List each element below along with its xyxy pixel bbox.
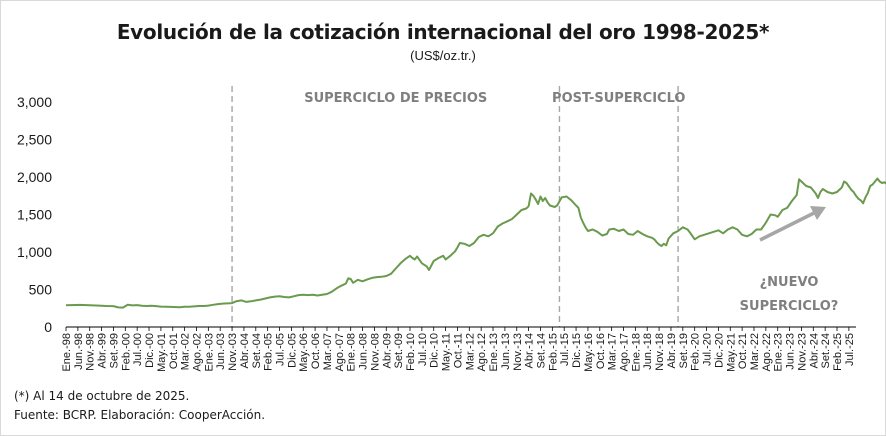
x-tick-label: Mar.-17 [607,333,619,370]
x-tick-label: Nov.-03 [227,333,239,371]
x-tick-label: Oct.-11 [452,333,464,368]
x-tick-label: Jun.-18 [642,333,654,370]
y-axis: 0 500 1,000 1,500 2,000 2,500 3,000 [17,94,52,335]
x-tick-label: Feb.-15 [547,333,559,371]
x-tick-label: Ago.-17 [619,333,631,372]
x-tick-label: Jul.-25 [844,333,856,366]
y-tick-label: 3,000 [17,94,52,110]
x-tick-label: Ene.-13 [488,333,500,372]
phase-label: POST-SUPERCICLO [552,91,685,106]
x-tick-label: Jul.-00 [132,333,144,366]
x-tick-label: Feb.-00 [120,333,132,371]
chart-subtitle: (US$/oz.tr.) [410,48,476,63]
x-tick-label: Ene.-98 [61,333,73,372]
x-tick-label: Nov.-18 [654,333,666,371]
y-tick-label: 1,500 [17,207,52,223]
x-tick-label: Ene.-18 [630,333,642,372]
x-tick-label: Set.-14 [535,333,547,368]
y-tick-label: 0 [44,319,52,335]
x-tick-label: Mar.-12 [464,333,476,370]
x-tick-label: Mar.-07 [322,333,334,370]
x-tick-label: Nov.-13 [512,333,524,371]
x-tick-label: Jul.-20 [702,333,714,366]
x-tick-label: Mar.-22 [749,333,761,370]
x-tick-label: Feb.-20 [690,333,702,371]
x-tick-label: Set.-24 [820,333,832,368]
x-tick-label: Feb.-05 [263,333,275,371]
x-axis-labels: Ene.-98 Jun.-98 Nov.-98 Abr.-99 Set.-99 Feb.-… [61,333,856,372]
x-tick-label: Ene.-03 [203,333,215,372]
annotation-line: SUPERCICLO? [740,299,839,314]
x-tick-label: Ago.-22 [761,333,773,372]
trend-arrow-shaft [759,211,815,242]
annotation-line: ¿NUEVO [760,275,819,290]
x-tick-label: Abr.-99 [97,333,109,368]
y-tick-label: 2,000 [17,169,52,185]
x-tick-label: Jun.-13 [500,333,512,370]
x-tick-label: Jun.-23 [785,333,797,370]
footnote: (*) Al 14 de octubre de 2025. [14,389,190,403]
x-tick-label: Dic.-10 [429,333,441,368]
source-note: Fuente: BCRP. Elaboración: CooperAcción. [14,408,266,422]
y-tick-label: 1,000 [17,244,52,260]
x-tick-label: Abr.-24 [808,333,820,368]
x-tick-label: Ene.-08 [346,333,358,372]
phase-dividers [231,86,679,327]
phase-label: SUPERCICLO DE PRECIOS [304,91,487,106]
x-tick-label: Abr.-04 [239,333,251,368]
y-tick-label: 2,500 [17,132,52,148]
x-tick-label: Abr.-09 [381,333,393,368]
trend-arrow [759,206,826,242]
x-tick-label: Oct.-21 [737,333,749,369]
x-tick-label: May.-01 [156,333,168,372]
x-tick-label: Set.-19 [678,333,690,368]
x-tick-label: Set.-99 [108,333,120,368]
x-tick-label: May.-16 [583,333,595,372]
x-tick-label: Jun.-08 [358,333,370,370]
x-tick-label: Jul.-05 [275,333,287,366]
x-tick-label: Mar.-02 [180,333,192,370]
x-tick-label: Nov.-08 [369,333,381,371]
x-tick-label: Nov.-23 [796,333,808,371]
x-tick-label: May.-21 [725,333,737,372]
x-tick-label: May.-06 [298,333,310,372]
x-tick-label: Oct.-16 [595,333,607,369]
trend-arrow-head [810,206,826,220]
x-tick-label: Feb.-10 [405,333,417,371]
x-axis-ticks [65,327,850,331]
x-tick-label: Dic.-00 [144,333,156,368]
phase-labels: SUPERCICLO DE PRECIOS POST-SUPERCICLO [304,91,685,106]
gold-price-line [65,177,886,309]
x-tick-label: Ago.-07 [334,333,346,372]
x-tick-label: Abr.-14 [524,333,536,368]
x-tick-label: Set.-09 [393,333,405,368]
x-tick-label: Ago.-12 [476,333,488,372]
x-tick-label: Set.-04 [251,333,263,368]
chart-title: Evolución de la cotización internacional… [116,20,770,44]
x-tick-label: Dic.-05 [286,333,298,368]
x-tick-label: Ene.-23 [773,333,785,372]
x-tick-label: Jul.-10 [417,333,429,366]
x-tick-label: Ago.-02 [191,333,203,372]
x-tick-label: Dic.-15 [571,333,583,368]
x-tick-label: Jul.-15 [559,333,571,366]
x-tick-label: Dic.-20 [713,333,725,368]
x-tick-label: Oct.-06 [310,333,322,369]
x-tick-label: May.-11 [441,333,453,371]
x-tick-label: Jun.-98 [73,333,85,370]
y-tick-label: 500 [29,282,53,298]
new-supercycle-annotation: ¿NUEVO SUPERCICLO? [740,275,839,314]
x-tick-label: Jun.-03 [215,333,227,370]
x-tick-label: Oct.-01 [168,333,180,369]
x-tick-label: Nov.-98 [85,333,97,371]
x-tick-label: Abr.-19 [666,333,678,368]
x-tick-label: Feb.-25 [832,333,844,371]
